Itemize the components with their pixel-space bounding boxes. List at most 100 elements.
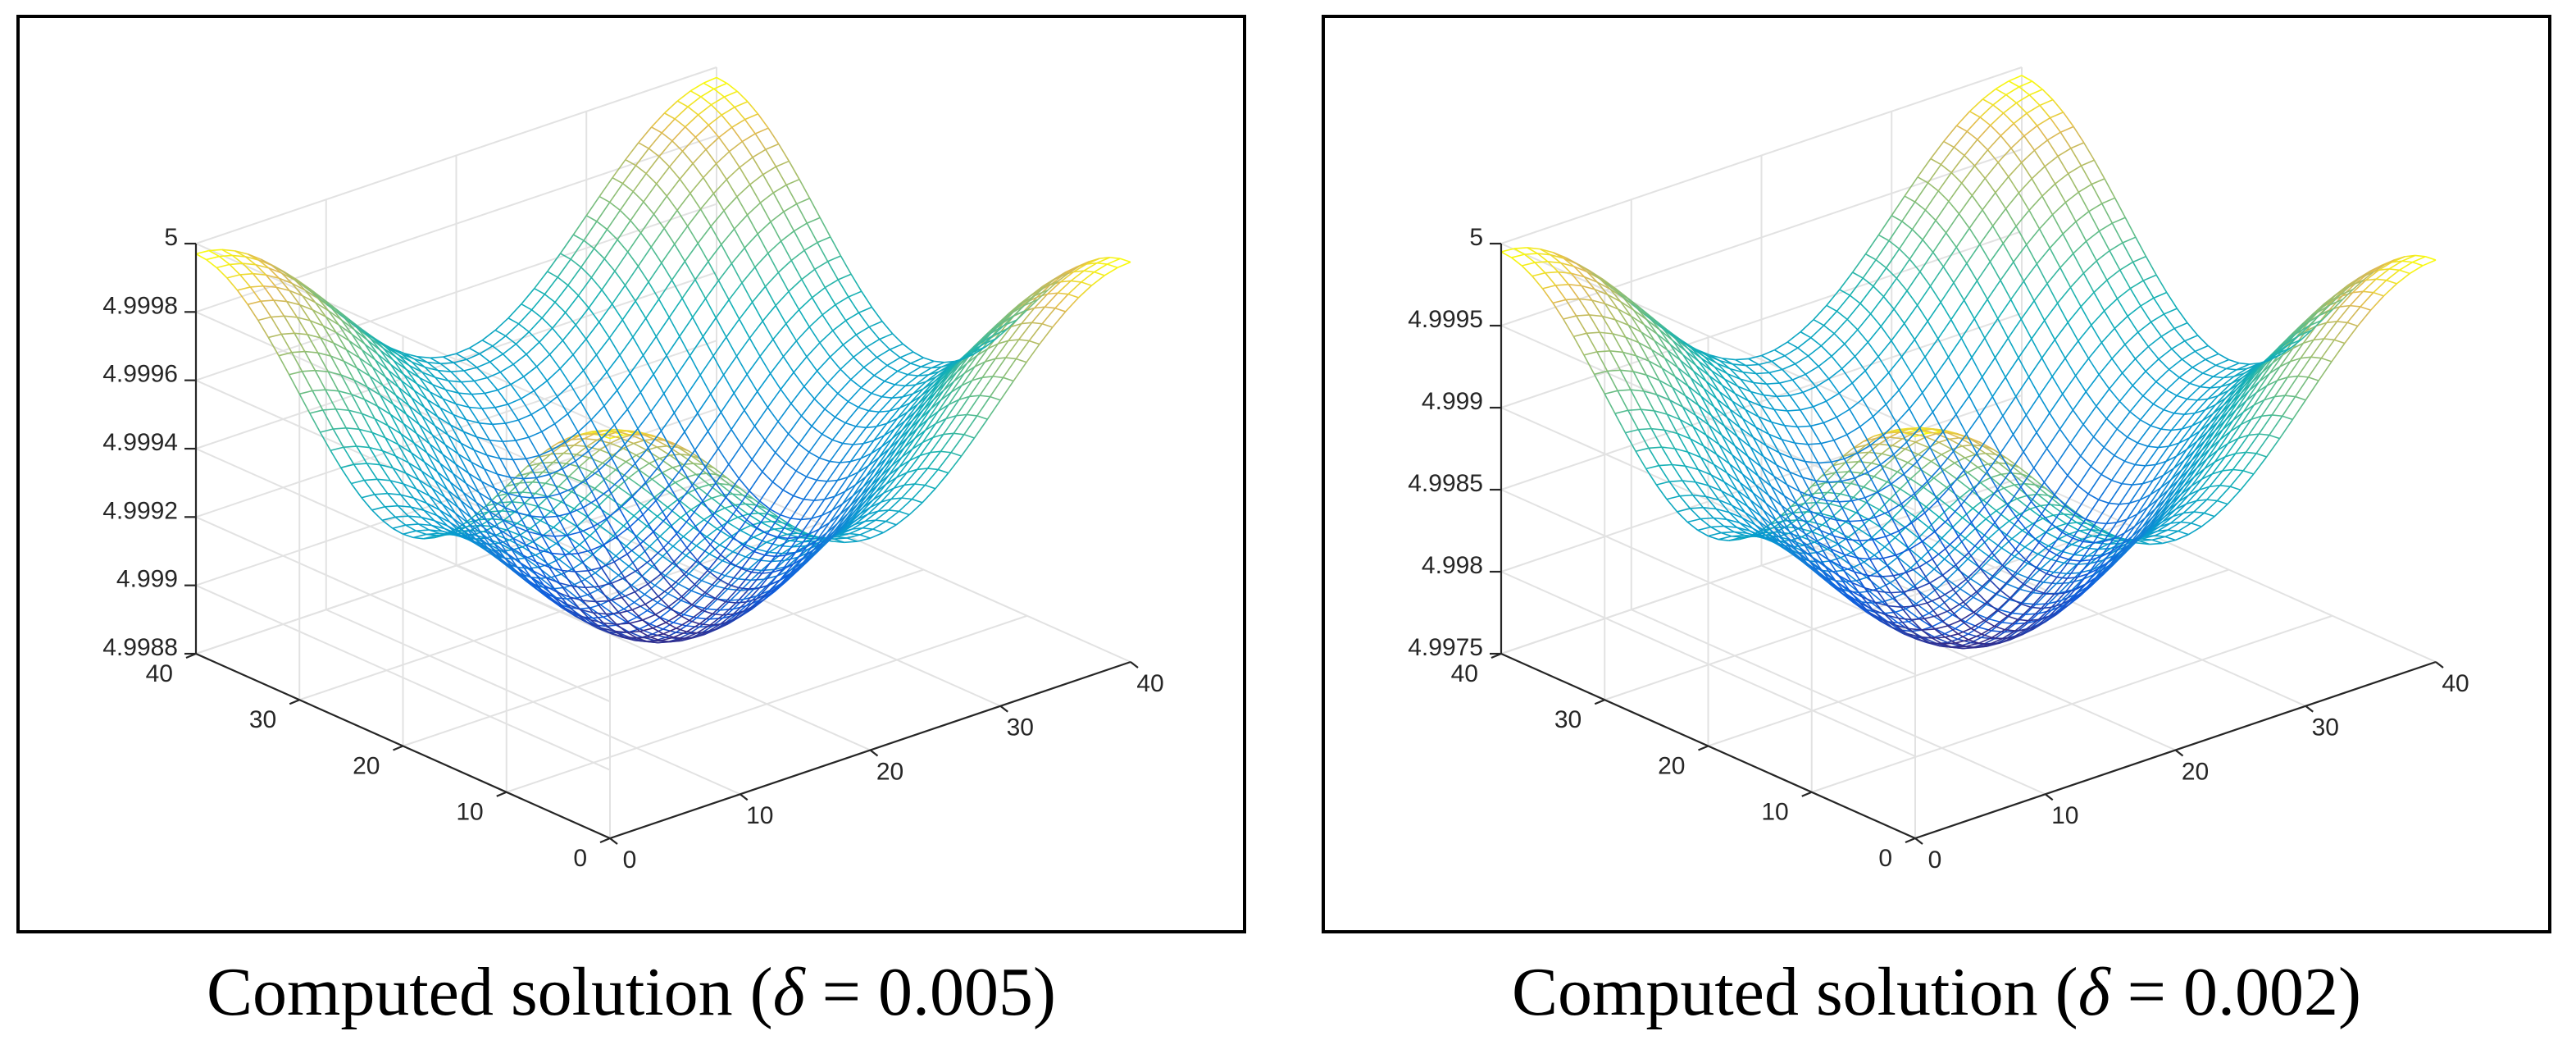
mesh-line-y xyxy=(710,104,722,116)
mesh-line-x xyxy=(979,376,994,396)
mesh-line-y xyxy=(1851,500,1864,521)
mesh-line-y xyxy=(842,344,854,358)
mesh-line-x xyxy=(803,479,817,500)
mesh-line-y xyxy=(998,340,1009,344)
mesh-line-y xyxy=(590,419,603,440)
mesh-line-y xyxy=(735,509,748,521)
mesh-line-y xyxy=(236,290,248,305)
mesh-line-y xyxy=(762,471,774,483)
mesh-line-x xyxy=(585,322,600,340)
mesh-line-x xyxy=(369,375,384,386)
mesh-line-y xyxy=(1697,529,1709,537)
mesh-line-x xyxy=(823,522,838,541)
mesh-line-y xyxy=(982,335,994,345)
mesh-line-y xyxy=(642,354,654,375)
mesh-line-x xyxy=(644,594,658,604)
mesh-line-x xyxy=(640,433,655,440)
mesh-line-x xyxy=(320,428,334,433)
mesh-line-x xyxy=(2016,498,2031,510)
mesh-line-y xyxy=(2001,612,2013,623)
mesh-line-x xyxy=(528,531,542,536)
mesh-line-x xyxy=(696,624,711,634)
mesh-line-y xyxy=(1640,408,1652,430)
mesh-line-x xyxy=(353,379,368,388)
mesh-line-y xyxy=(719,482,730,486)
mesh-line-x xyxy=(575,450,589,462)
mesh-line-y xyxy=(604,469,617,480)
mesh-line-x xyxy=(1612,333,1627,338)
mesh-line-x xyxy=(1604,303,1618,310)
mesh-line-y xyxy=(333,342,345,362)
mesh-line-x xyxy=(1949,438,1963,447)
mesh-line-x xyxy=(1687,386,1702,397)
mesh-line-x xyxy=(275,286,290,292)
mesh-line-x xyxy=(613,408,628,426)
mesh-line-x xyxy=(1768,433,1782,440)
mesh-line-x xyxy=(1830,560,1844,572)
mesh-line-y xyxy=(544,294,556,303)
mesh-line-x xyxy=(2035,603,2049,605)
mesh-line-y xyxy=(1980,477,1991,484)
mesh-line-x xyxy=(2018,467,2033,478)
mesh-line-x xyxy=(1866,443,1880,446)
mesh-line-x xyxy=(325,303,340,315)
mesh-line-x xyxy=(1808,442,1822,445)
mesh-line-x xyxy=(709,614,724,626)
mesh-line-x xyxy=(805,457,821,477)
mesh-line-y xyxy=(688,486,699,494)
mesh-line-y xyxy=(953,432,964,436)
mesh-line-x xyxy=(1791,539,1805,546)
mesh-line-x xyxy=(826,514,841,533)
mesh-line-y xyxy=(618,612,630,624)
mesh-line-x xyxy=(407,462,422,472)
mesh-line-y xyxy=(1668,481,1681,497)
mesh-line-x xyxy=(1955,639,1969,644)
mesh-line-x xyxy=(1931,460,1945,471)
mesh-line-x xyxy=(503,440,517,443)
mesh-line-y xyxy=(819,457,831,463)
mesh-line-y xyxy=(491,500,503,521)
mesh-line-y xyxy=(1554,285,1567,300)
mesh-line-y xyxy=(463,370,476,382)
mesh-line-x xyxy=(1674,376,1689,387)
mesh-line-x xyxy=(601,424,616,440)
mesh-line-y xyxy=(1874,601,1886,616)
mesh-line-x xyxy=(679,317,694,337)
mesh-line-x xyxy=(698,487,712,499)
mesh-line-x xyxy=(2021,473,2036,486)
mesh-line-y xyxy=(1879,576,1891,594)
mesh-line-x xyxy=(595,337,611,356)
mesh-line-y xyxy=(1727,373,1739,387)
mesh-line-y xyxy=(423,461,435,481)
mesh-line-y xyxy=(280,334,293,354)
mesh-line-x xyxy=(388,369,402,381)
mesh-line-y xyxy=(649,637,662,641)
mesh-line-y xyxy=(1695,415,1707,436)
mesh-line-x xyxy=(572,479,586,489)
mesh-line-x xyxy=(735,588,750,604)
mesh-line-x xyxy=(684,243,699,262)
mesh-line-y xyxy=(467,522,480,538)
mesh-line-x xyxy=(715,299,730,318)
mesh-line-y xyxy=(1918,446,1929,455)
mesh-line-y xyxy=(691,485,703,502)
mesh-line-x xyxy=(1765,445,1780,454)
mesh-line-x xyxy=(1784,425,1798,428)
mesh-line-y xyxy=(2006,498,2018,505)
mesh-line-y xyxy=(275,286,288,303)
mesh-line-y xyxy=(1632,371,1645,392)
mesh-line-y xyxy=(821,433,833,441)
mesh-line-y xyxy=(1635,450,1647,469)
mesh-line-x xyxy=(1631,303,1645,315)
mesh-line-y xyxy=(1853,561,1864,568)
mesh-line-y xyxy=(1703,355,1715,367)
mesh-line-y xyxy=(964,353,976,359)
mesh-line-y xyxy=(405,472,417,490)
mesh-line-x xyxy=(1884,465,1898,472)
mesh-line-y xyxy=(1685,395,1697,416)
mesh-line-x xyxy=(1786,409,1800,412)
mesh-line-x xyxy=(629,354,644,374)
mesh-line-y xyxy=(478,492,490,513)
mesh-line-y xyxy=(548,567,561,584)
mesh-line-y xyxy=(411,397,423,417)
